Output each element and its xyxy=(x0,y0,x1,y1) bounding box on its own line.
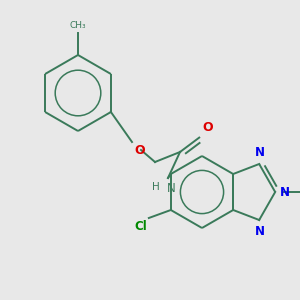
Text: O: O xyxy=(134,144,145,157)
Text: CH₃: CH₃ xyxy=(70,21,86,30)
Text: Cl: Cl xyxy=(134,220,147,233)
Text: H: H xyxy=(152,182,160,192)
Text: N: N xyxy=(255,225,265,238)
Text: N: N xyxy=(255,146,265,159)
Text: N: N xyxy=(280,185,290,199)
Text: N: N xyxy=(167,182,176,195)
Text: O: O xyxy=(202,121,213,134)
